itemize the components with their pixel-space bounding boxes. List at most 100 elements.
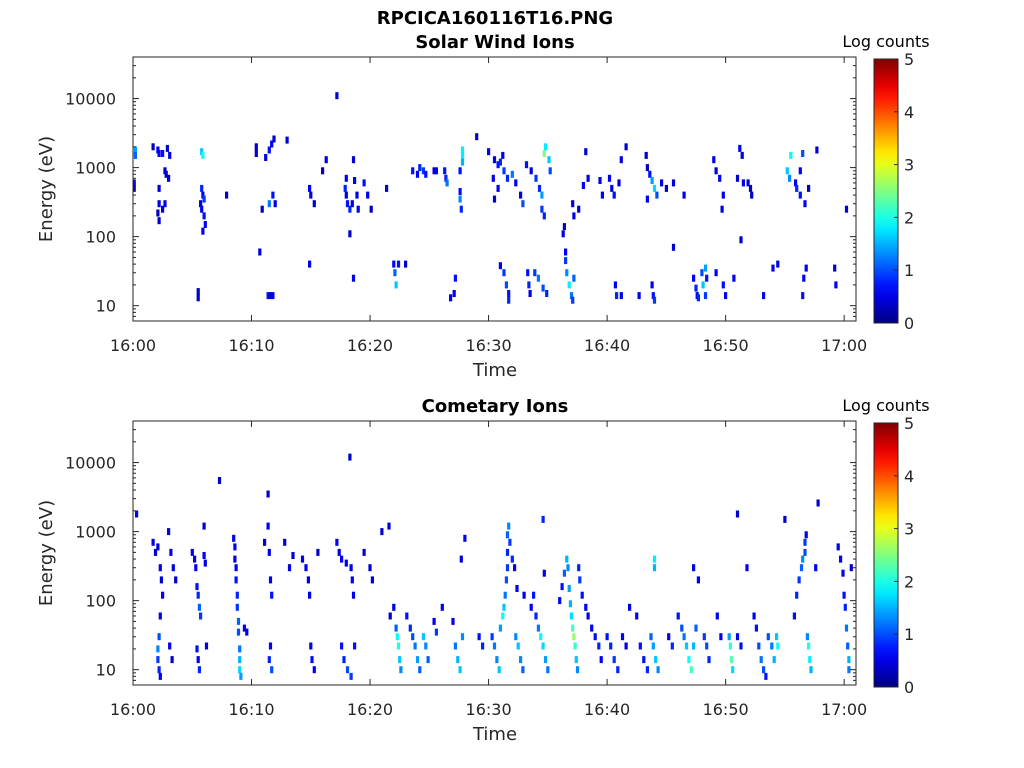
colorbar-tick-label: 1	[904, 261, 914, 280]
data-cell	[735, 510, 740, 518]
data-cell	[153, 548, 158, 556]
figure-title: RPCICA160116T16.PNG	[377, 8, 613, 29]
data-cell	[724, 292, 728, 300]
data-cell	[404, 260, 408, 268]
data-cell	[174, 576, 178, 584]
data-cell	[158, 672, 162, 680]
data-cell	[542, 150, 546, 157]
data-cell	[235, 603, 239, 611]
data-cell	[356, 205, 360, 213]
panel-title: Solar Wind Ions	[415, 32, 574, 53]
data-cell	[308, 184, 312, 192]
data-cell	[507, 296, 511, 304]
data-cell	[534, 612, 538, 620]
data-cell	[572, 212, 576, 220]
data-cell	[605, 633, 609, 641]
data-cell	[432, 617, 436, 625]
data-cell	[507, 522, 511, 530]
data-cell	[245, 628, 249, 636]
data-cell	[444, 174, 448, 182]
data-cell	[460, 146, 465, 154]
plot-frame	[132, 56, 857, 322]
x-tick-label: 16:00	[110, 336, 156, 355]
data-cell	[238, 666, 242, 674]
data-cell	[750, 191, 754, 199]
data-cell	[195, 645, 199, 653]
data-cell	[664, 184, 668, 192]
data-cell	[343, 184, 347, 192]
data-cell	[696, 576, 700, 584]
data-cell	[651, 292, 655, 300]
data-cell	[600, 191, 604, 199]
data-cell	[510, 555, 514, 563]
data-cell	[362, 548, 366, 556]
data-cell	[418, 164, 422, 172]
data-cell	[667, 633, 671, 641]
data-cell	[543, 143, 548, 151]
data-cell	[590, 624, 594, 632]
data-cell	[458, 167, 462, 175]
data-cell	[757, 642, 761, 650]
data-cell	[654, 656, 658, 664]
data-cell	[239, 672, 243, 680]
data-cell	[522, 591, 526, 599]
data-cell	[238, 656, 242, 664]
data-cell	[496, 161, 500, 169]
data-cell	[271, 292, 275, 300]
data-cell	[739, 236, 743, 244]
plot-frame	[132, 420, 857, 686]
data-cell	[204, 642, 209, 650]
data-cell	[507, 290, 511, 297]
data-cell	[714, 167, 718, 175]
colorbar-tick-label: 4	[904, 467, 914, 486]
data-cell	[353, 642, 357, 650]
data-cell	[515, 585, 519, 592]
y-tick-label: 1000	[75, 523, 116, 542]
data-cell	[151, 538, 155, 546]
colorbar-tick-label: 3	[904, 520, 914, 539]
data-cell	[684, 642, 689, 650]
data-cell	[196, 288, 200, 296]
data-cell	[536, 274, 540, 282]
data-cell	[584, 148, 588, 156]
data-cell	[351, 156, 356, 164]
data-cell	[719, 633, 723, 641]
data-cell	[692, 564, 696, 572]
data-cell	[151, 143, 155, 151]
data-cell	[196, 656, 200, 664]
colorbar: 0 1 2 3 4 5	[873, 50, 914, 333]
data-cell	[599, 656, 603, 664]
data-cell	[645, 195, 649, 203]
data-cell	[833, 264, 837, 272]
x-tick-label: 16:40	[584, 700, 630, 719]
x-tick-label: 17:00	[821, 336, 867, 355]
data-cell	[264, 154, 268, 161]
data-cell	[597, 642, 601, 650]
data-cell	[156, 209, 160, 217]
data-cell	[542, 569, 546, 577]
data-cell	[345, 200, 350, 208]
data-cell	[721, 281, 725, 289]
data-cell	[797, 576, 801, 584]
data-cell	[300, 555, 305, 563]
data-cell	[201, 227, 205, 235]
data-cell	[619, 156, 623, 164]
data-cell	[348, 205, 352, 213]
data-cell	[712, 156, 716, 164]
data-cell	[169, 548, 173, 556]
data-cell	[312, 200, 316, 208]
x-tick-label: 16:10	[228, 336, 274, 355]
data-cell	[610, 184, 614, 192]
data-cell	[398, 656, 402, 664]
data-cell	[541, 515, 545, 523]
data-cell	[156, 543, 160, 551]
data-cell	[573, 642, 577, 650]
data-cell	[638, 642, 642, 650]
y-axis: 10 100 1000 10000	[65, 420, 856, 686]
data-cell	[652, 564, 657, 572]
data-cell	[834, 281, 838, 289]
data-cell	[526, 269, 530, 277]
data-cell	[451, 617, 455, 625]
data-cell	[258, 248, 262, 256]
